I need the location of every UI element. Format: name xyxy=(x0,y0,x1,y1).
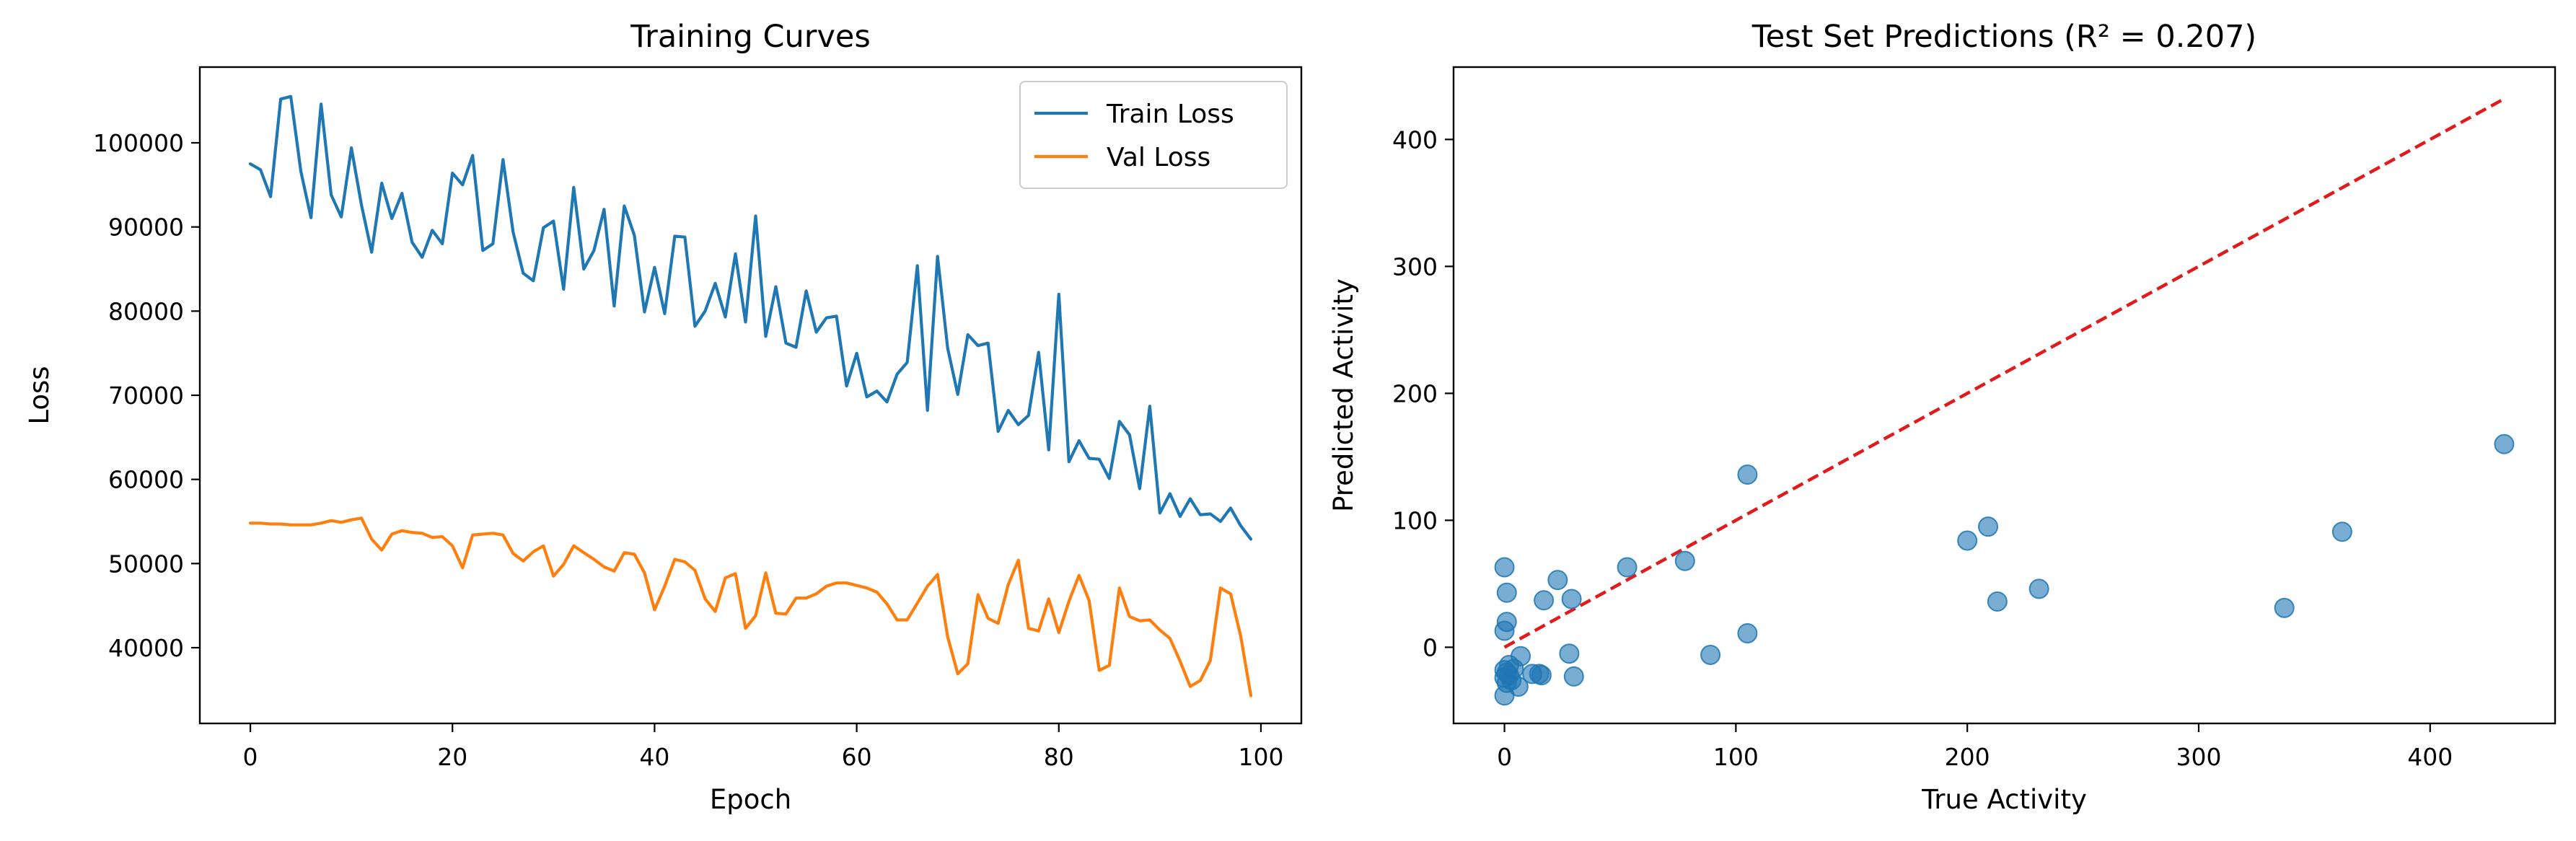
scatter-point xyxy=(2274,597,2295,618)
x-axis-label: Epoch xyxy=(710,784,791,815)
x-tick-label: 100 xyxy=(1713,743,1759,771)
chart-title: Test Set Predictions (R² = 0.207) xyxy=(1751,19,2256,55)
identity-reference-line xyxy=(1503,97,2505,649)
x-tick-label: 300 xyxy=(2176,743,2221,771)
scatter-point xyxy=(1957,530,1978,551)
x-tick-label: 40 xyxy=(639,743,669,771)
y-tick-label: 300 xyxy=(1392,252,1438,281)
series-line-train-loss xyxy=(248,94,1253,541)
x-tick-label: 60 xyxy=(842,743,872,771)
scatter-point xyxy=(1563,666,1584,687)
x-tick-label: 80 xyxy=(1044,743,1074,771)
y-tick-label: 40000 xyxy=(108,634,184,662)
scatter-point xyxy=(1496,582,1517,603)
y-tick-label: 50000 xyxy=(108,550,184,578)
plot-area xyxy=(248,94,1253,697)
y-tick-label: 0 xyxy=(1423,633,1438,661)
scatter-point xyxy=(1494,557,1515,578)
x-tick-label: 100 xyxy=(1238,743,1283,771)
legend: Train Loss Val Loss xyxy=(1019,81,1288,189)
series-line-val-loss xyxy=(248,516,1253,697)
scatter-point xyxy=(1511,646,1531,666)
chart-title: Training Curves xyxy=(630,19,871,55)
scatter-point xyxy=(1674,550,1695,571)
scatter-point xyxy=(1494,620,1515,641)
x-tick-label: 20 xyxy=(437,743,467,771)
x-tick-label: 400 xyxy=(2407,743,2453,771)
axis-ticks: 0 20 40 60 80 100 40000 50000 60000 70000 80000 900… xyxy=(93,129,1283,771)
y-tick-label: 100000 xyxy=(93,129,184,157)
scatter-point xyxy=(1559,643,1580,664)
scatter-point xyxy=(1561,589,1582,609)
scatter-point xyxy=(1737,623,1758,644)
scatter-point xyxy=(2028,578,2049,599)
scatter-point xyxy=(1700,644,1721,665)
y-axis-label: Predicted Activity xyxy=(1328,278,1359,512)
y-tick-label: 70000 xyxy=(108,382,184,410)
y-tick-label: 100 xyxy=(1392,506,1438,534)
scatter-point xyxy=(1978,516,1999,537)
x-tick-label: 200 xyxy=(1945,743,1990,771)
legend-entry: Val Loss xyxy=(1107,143,1210,172)
scatter-point xyxy=(1531,665,1552,686)
x-tick-label: 0 xyxy=(1497,743,1512,771)
y-tick-label: 60000 xyxy=(108,466,184,494)
scatter-point xyxy=(2331,521,2352,542)
scatter-point xyxy=(1737,464,1758,485)
scatter-point xyxy=(1987,591,2008,612)
scatter-point xyxy=(1547,570,1568,591)
plot-area xyxy=(1494,97,2515,706)
y-tick-label: 80000 xyxy=(108,297,184,325)
training-curves-chart: Training Curves Epoch Loss 0 20 40 60 80 100 4… xyxy=(24,19,1303,815)
legend-entry: Train Loss xyxy=(1106,100,1234,129)
y-tick-label: 200 xyxy=(1392,379,1438,408)
x-axis-label: True Activity xyxy=(1921,784,2087,815)
axes-frame xyxy=(1452,66,2557,725)
y-tick-label: 90000 xyxy=(108,213,184,242)
test-predictions-chart: Test Set Predictions (R² = 0.207) True A… xyxy=(1328,19,2557,815)
scatter-point xyxy=(1494,685,1515,706)
scatter-point xyxy=(1534,590,1555,611)
scatter-point xyxy=(1617,557,1638,578)
y-tick-label: 400 xyxy=(1392,126,1438,154)
x-tick-label: 0 xyxy=(243,743,258,771)
y-axis-label: Loss xyxy=(24,366,55,424)
scatter-point xyxy=(2494,433,2515,454)
axes-frame xyxy=(198,66,1303,725)
legend-box xyxy=(1019,81,1288,189)
axis-ticks: 0 100 200 300 400 0 100 200 300 400 xyxy=(1392,126,2453,771)
